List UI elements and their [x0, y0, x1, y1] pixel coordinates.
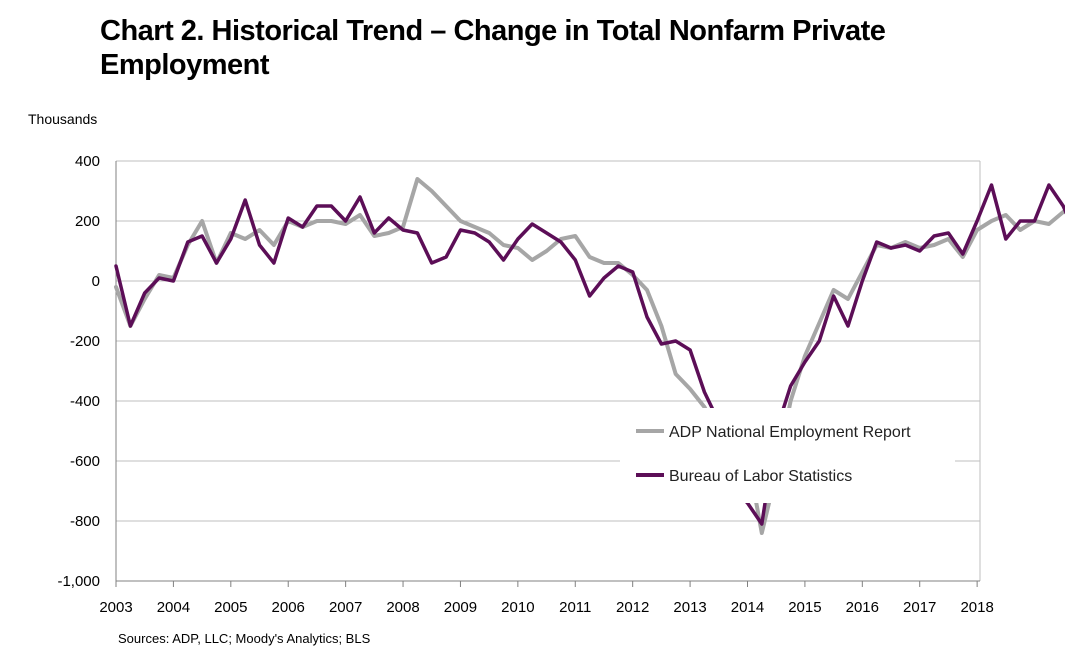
legend-label-bls: Bureau of Labor Statistics	[669, 468, 852, 485]
y-tick-label: -800	[70, 513, 100, 530]
y-tick-label: 0	[92, 273, 100, 290]
x-tick-label: 2006	[272, 599, 305, 616]
x-tick-label: 2004	[157, 599, 190, 616]
y-axis-units-label: Thousands	[28, 111, 98, 127]
chart-title-line-2: Employment	[100, 49, 270, 81]
legend: ADP National Employment Report Bureau of …	[620, 408, 955, 503]
x-tick-label: 2009	[444, 599, 477, 616]
x-tick-label: 2008	[386, 599, 419, 616]
y-tick-label: 400	[75, 153, 100, 170]
y-tick-label: -200	[70, 333, 100, 350]
chart-title: Chart 2. Historical Trend – Change in To…	[100, 14, 1000, 82]
y-tick-label: -400	[70, 393, 100, 410]
bls-series-line	[114, 183, 1065, 526]
axes: 400 200 0 -200 -400 -600 -800 -1,000 2003 2004 200…	[57, 153, 993, 616]
x-tick-label: 2005	[214, 599, 247, 616]
source-note: Sources: ADP, LLC; Moody's Analytics; BL…	[118, 631, 371, 646]
gridlines	[116, 160, 980, 582]
x-tick-label: 2011	[559, 599, 591, 616]
x-tick-label: 2014	[731, 599, 764, 616]
y-tick-label: 200	[75, 213, 100, 230]
y-tick-label: -1,000	[57, 573, 100, 590]
x-tick-label: 2017	[903, 599, 936, 616]
x-tick-label: 2003	[99, 599, 132, 616]
y-tick-label: -600	[70, 453, 100, 470]
x-tick-label: 2013	[673, 599, 706, 616]
legend-label-adp: ADP National Employment Report	[669, 424, 911, 441]
x-tick-label: 2018	[960, 599, 993, 616]
chart-title-line-1: Chart 2. Historical Trend – Change in To…	[100, 15, 886, 47]
legend-background	[620, 408, 955, 503]
x-tick-label: 2010	[501, 599, 534, 616]
adp-series-line	[114, 177, 1065, 535]
x-tick-label: 2012	[616, 599, 649, 616]
x-tick-label: 2015	[788, 599, 821, 616]
x-tick-label: 2016	[846, 599, 879, 616]
x-tick-label: 2007	[329, 599, 362, 616]
series-lines	[114, 177, 1065, 535]
